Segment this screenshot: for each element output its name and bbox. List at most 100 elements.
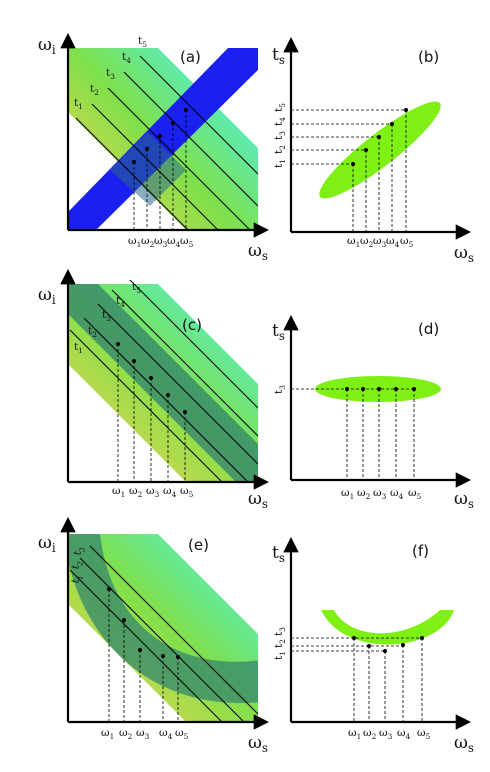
panel-f-omega-1: ω1: [348, 727, 361, 741]
panel-f-y-label: ts: [272, 543, 285, 565]
panel-b-t-1: t1: [273, 159, 287, 168]
panel-d-omega-1: ω1: [341, 487, 354, 501]
panel-c-line-t2: [83, 317, 249, 482]
panel-c-point-3: [149, 376, 153, 380]
panel-f-t-3: t3: [273, 627, 287, 636]
panel-e-line-label-2: t2: [69, 559, 85, 571]
panel-a-omega-5: ω5: [180, 235, 194, 249]
panel-b-omega-5: ω5: [400, 235, 414, 249]
panel-f-omega-2: ω2: [363, 727, 376, 741]
panel-b-t-2: t2: [273, 145, 287, 154]
panel-d-y-label: ts: [272, 321, 285, 343]
panel-a-omega-2: ω2: [141, 235, 154, 249]
panel-b-point-4: [390, 122, 394, 126]
panel-d-omega-4: ω4: [390, 487, 404, 501]
panel-e-point-2: [122, 618, 126, 622]
panel-d-point-3: [377, 387, 381, 391]
panel-e-omega-3: ω3: [136, 727, 150, 741]
panel-c-label: (c): [182, 316, 202, 334]
panel-a-overlap: [110, 132, 186, 206]
panel-d-x-label: ωs: [454, 489, 474, 511]
panel-e-point-5: [176, 655, 180, 659]
panel-a-line-label-1: t1: [74, 97, 83, 111]
panel-e-omega-1: ω1: [101, 727, 114, 741]
panel-c-line-label-4: t4: [116, 295, 125, 309]
panel-b-t-3: t3: [273, 131, 287, 140]
panel-f-omega-5: ω5: [417, 727, 431, 741]
panel-c-line-label-5: t5: [132, 281, 141, 295]
panel-c-pump-band: [68, 284, 258, 482]
panel-c-line-label-1: t1: [74, 341, 83, 355]
panel-b-omega-2: ω2: [360, 235, 373, 249]
panel-c-point-2: [132, 359, 136, 363]
panel-e-x-label: ωs: [248, 733, 268, 755]
panel-d-point-4: [394, 387, 398, 391]
panel-b-omega-3: ω3: [373, 235, 387, 249]
panel-e-line-t3: [89, 545, 258, 715]
panel-c-omega-2: ω2: [129, 485, 142, 499]
panel-a-omega-4: ω4: [167, 235, 181, 249]
panel-d-label: (d): [418, 320, 439, 338]
panel-c-omega-5: ω5: [180, 485, 194, 499]
panel-c-y-label: ωi: [38, 285, 56, 307]
panel-f-point-2: [367, 644, 371, 648]
panel-f-arc: [321, 610, 454, 645]
panel-e-line-t2: [79, 557, 245, 722]
panel-b-omega-4: ω4: [386, 235, 400, 249]
panel-b-omega-1: ω1: [347, 235, 360, 249]
panel-c-line-t4: [111, 289, 258, 437]
panel-e-line-t1: [69, 569, 223, 722]
panel-f-t-2: t2: [273, 639, 287, 648]
panel-e-line-label-1: t1: [69, 573, 85, 585]
panel-a-x-label: ωs: [248, 241, 268, 263]
panel-f-point-1: [352, 636, 356, 640]
panel-e-y-label: ωi: [38, 533, 56, 555]
panel-a-omega-1: ω1: [128, 235, 141, 249]
panel-b-y-label: ts: [272, 45, 285, 67]
panel-a-point-2: [145, 147, 149, 151]
panel-b-point-3: [377, 135, 381, 139]
panel-f-label: (f): [412, 542, 429, 560]
panel-c-point-1: [116, 342, 120, 346]
panel-b-point-1: [351, 162, 355, 166]
panel-a-line-t3: [107, 87, 251, 230]
panel-e-plot: [68, 534, 258, 722]
panel-a-line-label-2: t2: [90, 83, 99, 97]
panel-d-point-1: [345, 387, 349, 391]
panel-d-point-5: [412, 387, 416, 391]
panel-b-label: (b): [418, 48, 439, 66]
panel-c-omega-1: ω1: [112, 485, 125, 499]
panel-e-point-1: [107, 587, 111, 591]
panel-d-t3: t3: [273, 385, 287, 394]
panel-e-omega-5: ω5: [175, 727, 189, 741]
panel-a-line-t5: [139, 55, 258, 175]
panel-f-point-5: [420, 636, 424, 640]
panel-a-point-1: [132, 160, 136, 164]
panel-a-y-label: ωi: [38, 35, 56, 57]
panel-b-t-4: t4: [273, 117, 287, 126]
panel-e-label: (e): [188, 536, 209, 554]
panel-e-point-3: [138, 648, 142, 652]
panel-e-line-label-3: t3: [71, 545, 87, 558]
panel-e-omega-2: ω2: [119, 727, 132, 741]
panel-b-ellipse: [319, 101, 441, 199]
panel-a-line-t1: [75, 117, 189, 230]
panel-a-line-t4: [123, 71, 258, 207]
panel-b-t-5: t5: [273, 103, 287, 112]
panel-b-x-label: ωs: [454, 243, 474, 265]
panel-a-line-label-4: t4: [122, 51, 131, 65]
panel-d-point-2: [361, 387, 365, 391]
panel-b-point-2: [364, 148, 368, 152]
panel-d-omega-5: ω5: [408, 487, 422, 501]
panel-c-point-5: [183, 410, 187, 414]
panel-a-line-label-5: t5: [138, 35, 147, 49]
panel-d-omega-2: ω2: [357, 487, 370, 501]
panel-a-plot: [68, 48, 258, 230]
panel-a-point-5: [184, 108, 188, 112]
panel-a-omega-3: ω3: [154, 235, 168, 249]
panel-c-line-t5: [129, 280, 258, 409]
panel-c-point-4: [166, 393, 170, 397]
panel-a-point-4: [171, 121, 175, 125]
panel-e-pump-band: [68, 534, 258, 704]
